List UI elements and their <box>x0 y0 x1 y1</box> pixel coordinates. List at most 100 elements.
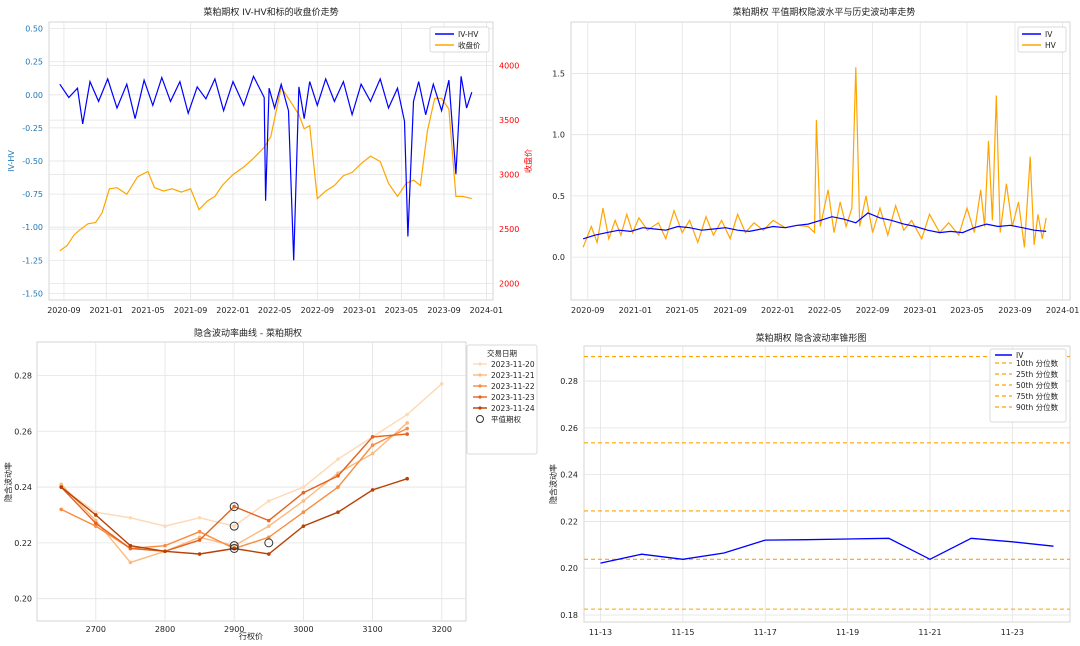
smile-line-2023-11-20 <box>60 383 443 527</box>
legend-box <box>1017 26 1067 53</box>
smile-point <box>439 382 444 386</box>
smile-point <box>59 482 64 487</box>
smile-point <box>301 524 306 528</box>
y-axis-label-left: IV-HV <box>7 150 16 172</box>
legend-swatch-dot <box>478 373 482 377</box>
y-tick-label-left: -1.25 <box>22 256 43 265</box>
legend-box <box>429 26 490 53</box>
y-tick-label: 1.0 <box>552 131 565 140</box>
chart-title: 菜粕期权 隐含波动率锥形图 <box>756 332 867 344</box>
smile-point <box>301 490 306 495</box>
x-tick-label: 2023-05 <box>385 306 418 315</box>
smile-point <box>370 443 375 448</box>
y-tick-label-left: -1.00 <box>22 223 43 232</box>
y-tick-label-left: -1.50 <box>22 289 43 298</box>
smile-point <box>336 474 340 478</box>
smile-point <box>336 485 340 489</box>
smile-point <box>59 485 64 489</box>
x-tick-label: 2021-05 <box>665 306 698 315</box>
smile-point <box>128 546 133 551</box>
legend-swatch-dot <box>478 406 482 410</box>
x-tick-label: 2022-05 <box>258 306 291 315</box>
legend-title: 交易日期 <box>487 348 517 358</box>
legend-label-iv: IV <box>1045 30 1053 39</box>
iv-line <box>582 212 1047 240</box>
smile-point <box>128 560 133 565</box>
smile-point <box>301 510 306 514</box>
legend-label: 2023-11-22 <box>491 382 535 391</box>
y-axis-label-right: 收盘价 <box>523 149 533 173</box>
smile-point <box>405 421 409 425</box>
legend-box <box>466 344 538 455</box>
smile-point <box>197 538 202 542</box>
iv-hv-line <box>59 74 473 261</box>
legend-swatch-dot <box>478 362 482 366</box>
atm-marker <box>229 502 239 512</box>
x-tick-label: 2024-01 <box>470 306 503 315</box>
smile-point <box>163 524 167 528</box>
x-tick-label: 2021-01 <box>619 306 652 315</box>
plot-frame <box>583 345 1071 623</box>
hv-line <box>582 67 1047 248</box>
legend: IV-HV 收盘价 <box>429 26 490 53</box>
atm-marker <box>229 541 239 551</box>
iv-smile-svg: 隐含波动率曲线 - 菜粕期权 2700 2800 2900 3000 3100 3200 0… <box>3 327 538 641</box>
iv-hv-close-price-svg: 菜粕期权 IV-HV和标的收盘价走势 2020-09 2021-01 2021-05… <box>7 6 533 315</box>
iv-cone-svg: 菜粕期权 隐含波动率锥形图 11-13 11-15 11-17 11-19 11-21 1… <box>548 332 1071 637</box>
y-tick-label: 0.18 <box>560 611 578 620</box>
y-tick-label: 0.0 <box>552 253 565 262</box>
smile-point <box>336 457 340 461</box>
smile-point <box>266 499 271 503</box>
smile-point <box>405 476 409 481</box>
x-tick-label: 11-19 <box>836 628 859 637</box>
y-tick-label-right: 2000 <box>499 280 519 289</box>
legend-label-iv-hv: IV-HV <box>458 30 479 39</box>
x-tick-label: 2021-01 <box>90 306 123 315</box>
y-tick-label-left: 0.50 <box>25 25 43 34</box>
y-tick-label: 0.24 <box>560 471 578 480</box>
y-tick-label-left: -0.75 <box>22 190 43 199</box>
smile-point <box>163 543 167 548</box>
x-tick-label: 2022-01 <box>216 306 249 315</box>
plot-frame <box>36 341 467 622</box>
x-tick-label: 2021-05 <box>131 306 164 315</box>
smile-point <box>94 524 98 528</box>
smile-point <box>94 513 98 517</box>
smile-point <box>370 451 375 456</box>
atm-marker <box>264 538 274 548</box>
smile-point <box>266 518 271 523</box>
x-tick-label: 2024-01 <box>1046 306 1079 315</box>
iv-hv-trend-svg: 菜粕期权 平值期权隐波水平与历史波动率走势 2020-09 2021-01 2021… <box>552 6 1079 315</box>
x-tick-label: 2021-09 <box>174 306 207 315</box>
x-tick-label: 3100 <box>362 625 382 634</box>
y-tick-label: 0.22 <box>560 517 578 526</box>
legend-label: 2023-11-24 <box>491 404 535 413</box>
legend-label-hv: HV <box>1045 41 1057 50</box>
y-tick-label: 0.22 <box>14 539 32 548</box>
chart-title: 菜粕期权 IV-HV和标的收盘价走势 <box>203 6 338 18</box>
iv-line <box>600 537 1054 564</box>
x-axis-label: 行权价 <box>239 631 263 641</box>
x-tick-label: 3000 <box>293 625 313 634</box>
x-tick-label: 2900 <box>224 625 244 634</box>
x-tick-label: 2021-09 <box>713 306 746 315</box>
smile-point <box>301 499 306 503</box>
y-tick-label-right: 4000 <box>499 62 519 71</box>
legend-label: 2023-11-20 <box>491 360 535 369</box>
y-tick-label-left: -0.50 <box>22 157 43 166</box>
legend-label-percentile: 90th 分位数 <box>1016 402 1059 412</box>
smile-point <box>128 543 133 548</box>
legend-label-percentile: 50th 分位数 <box>1016 380 1059 390</box>
y-tick-label-right: 3500 <box>499 116 519 125</box>
x-tick-label: 2800 <box>155 625 175 634</box>
x-tick-label: 11-17 <box>754 628 777 637</box>
legend-swatch-dot <box>478 395 482 399</box>
y-tick-label: 0.20 <box>14 595 32 604</box>
smile-point <box>128 515 133 520</box>
y-tick-label: 0.20 <box>560 564 578 573</box>
smile-point <box>405 432 409 436</box>
smile-point <box>266 524 271 528</box>
atm-marker <box>229 543 239 553</box>
x-tick-label: 11-23 <box>1001 628 1024 637</box>
legend-label-close: 收盘价 <box>458 40 481 50</box>
